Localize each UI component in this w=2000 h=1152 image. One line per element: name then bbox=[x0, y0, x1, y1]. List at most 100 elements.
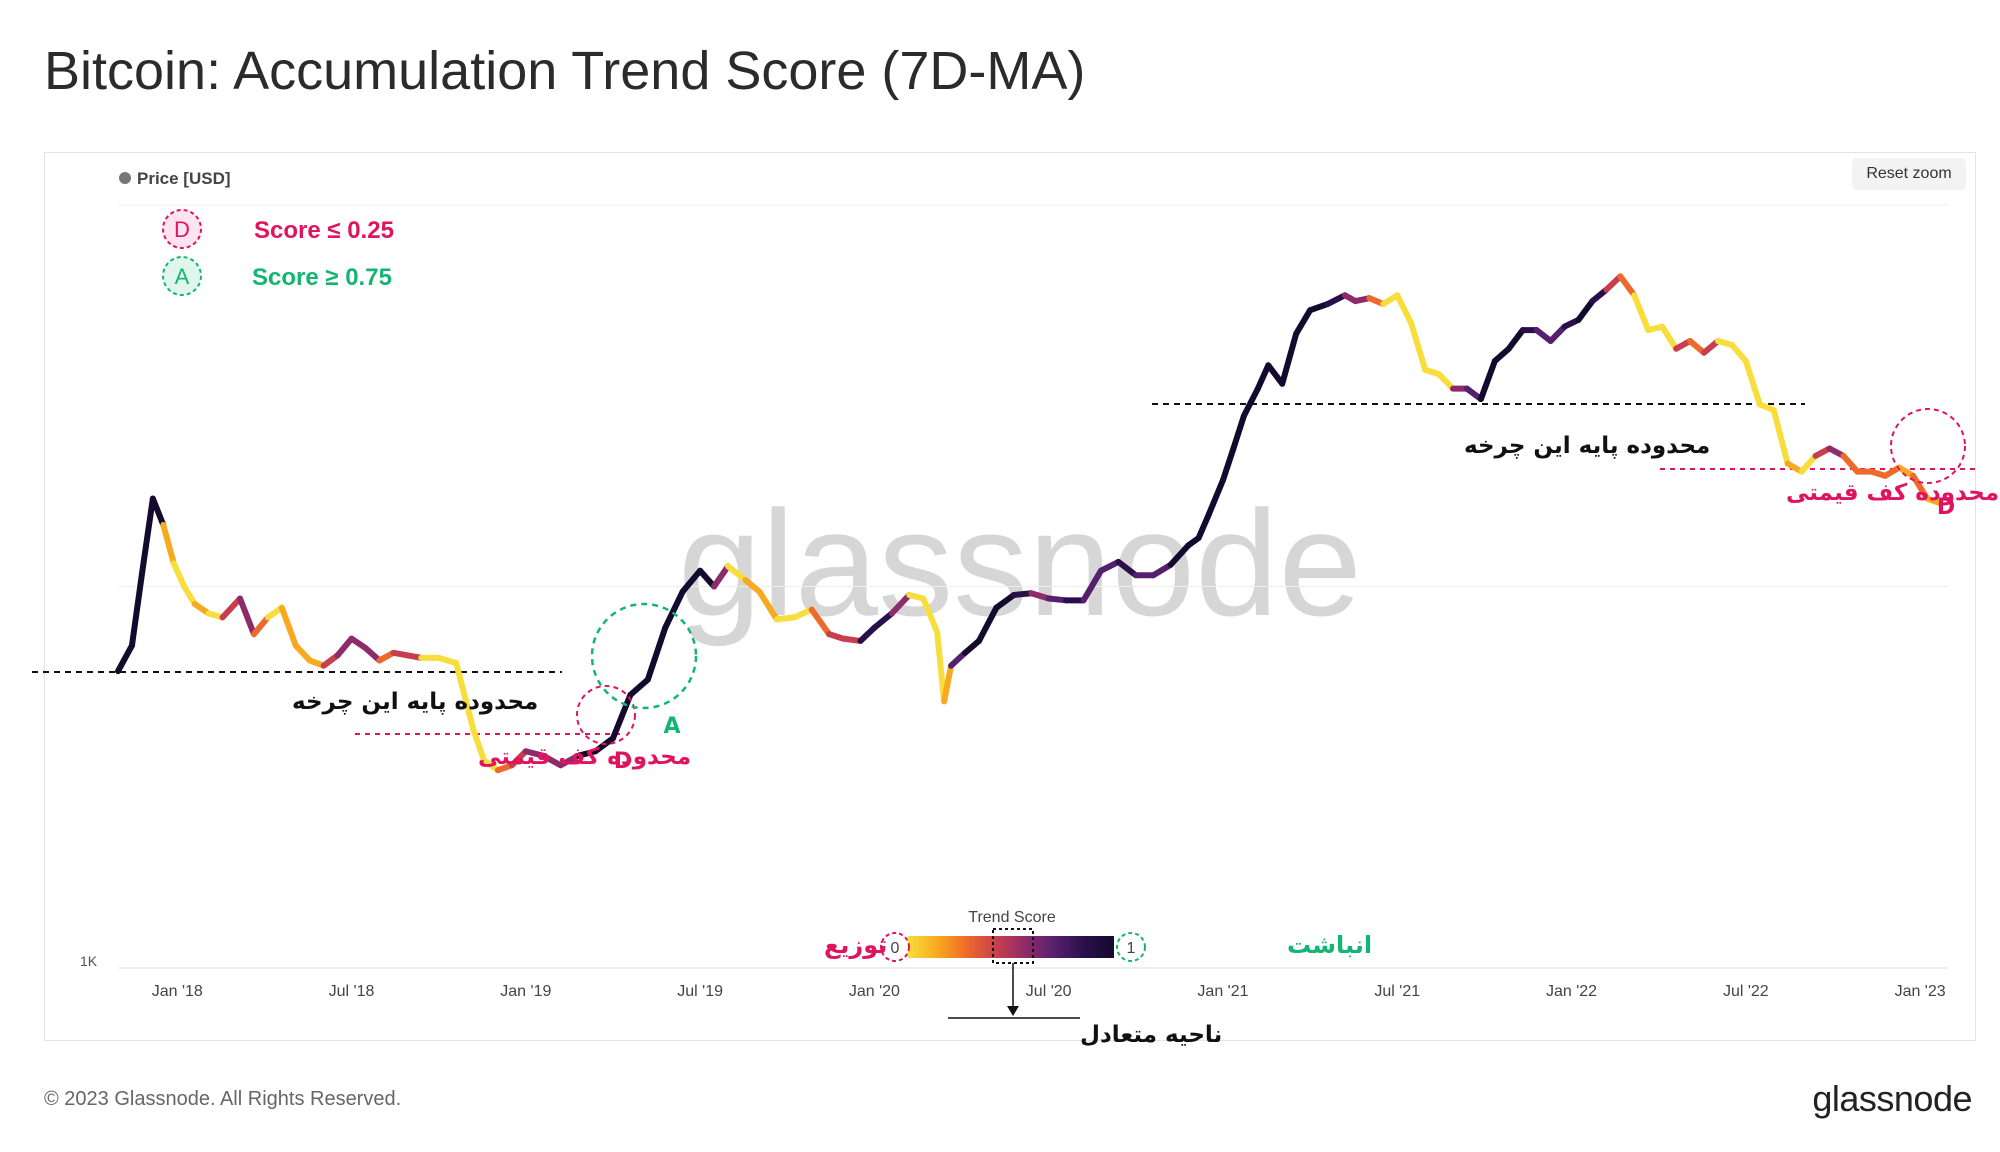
price-segment bbox=[1150, 561, 1174, 579]
price-segment bbox=[1742, 358, 1763, 408]
y-axis: 1K bbox=[80, 953, 98, 969]
price-segment bbox=[278, 604, 299, 649]
distribution-marker-circle-1 bbox=[576, 685, 636, 745]
price-segment bbox=[1659, 323, 1680, 352]
price-segment bbox=[934, 628, 948, 705]
price-segment bbox=[662, 588, 686, 631]
price-segment bbox=[540, 752, 564, 769]
price-segment bbox=[435, 654, 460, 667]
price-segment bbox=[1324, 292, 1348, 308]
price-floor-label-1: محدوده کف قیمتی bbox=[478, 744, 691, 770]
page-title: Bitcoin: Accumulation Trend Score (7D-MA… bbox=[44, 41, 1086, 101]
legend-series-swatch[interactable] bbox=[119, 172, 131, 184]
price-segment bbox=[1701, 338, 1721, 356]
legend-series-label[interactable]: Price [USD] bbox=[137, 169, 231, 188]
x-axis: Jan '18 Jul '18 Jan '19 Jul '19 Jan '20 Jul '… bbox=[152, 983, 1946, 1000]
equilibrium-caption: ناحیه متعادل bbox=[1080, 1022, 1222, 1048]
price-segment bbox=[1910, 472, 1931, 502]
price-segment bbox=[1687, 338, 1707, 356]
x-tick-label: Jan '22 bbox=[1546, 983, 1597, 1000]
price-segment bbox=[522, 748, 547, 759]
legend-a-badge-label: A bbox=[175, 264, 190, 289]
marker-a: A bbox=[663, 714, 680, 739]
price-segment bbox=[1167, 542, 1192, 568]
price-segment bbox=[1230, 412, 1247, 452]
price-segment bbox=[170, 560, 188, 590]
price-segment bbox=[115, 642, 135, 675]
x-tick-label: Jul '20 bbox=[1026, 983, 1072, 1000]
price-segment bbox=[250, 614, 271, 638]
price-segment bbox=[1254, 362, 1272, 392]
price-segment bbox=[857, 624, 878, 644]
price-segment bbox=[1617, 273, 1638, 299]
price-segment bbox=[888, 591, 913, 617]
cycle-base-label-1: محدوده پایه این چرخه bbox=[292, 689, 538, 715]
legend-a-badge bbox=[162, 256, 202, 296]
colorbar-gradient bbox=[908, 936, 1114, 958]
footer-copyright: © 2023 Glassnode. All Rights Reserved. bbox=[44, 1088, 402, 1110]
x-tick-label: Jul '21 bbox=[1374, 983, 1420, 1000]
price-segment bbox=[609, 691, 634, 742]
price-segment bbox=[1436, 371, 1457, 392]
price-segment bbox=[181, 583, 198, 607]
price-segment bbox=[128, 567, 146, 649]
price-segment bbox=[1477, 358, 1498, 403]
price-segment bbox=[219, 595, 243, 621]
x-tick-label: Jul '19 bbox=[677, 983, 723, 1000]
price-segment bbox=[1505, 327, 1526, 352]
price-segment bbox=[1097, 558, 1122, 574]
price-segment bbox=[644, 624, 669, 683]
grid-lines bbox=[118, 204, 1948, 969]
colorbar-min-badge bbox=[880, 932, 910, 962]
marker-d-2: D bbox=[1937, 495, 1955, 520]
price-segment bbox=[1840, 452, 1861, 475]
cycle-base-label-2: محدوده پایه این چرخه bbox=[1464, 433, 1710, 459]
footer-brand-logo: glassnode bbox=[1812, 1078, 1972, 1119]
colorbar-distribution-caption: توزیع bbox=[824, 931, 887, 959]
price-segment bbox=[1206, 477, 1226, 517]
price-segment bbox=[334, 635, 355, 659]
price-series bbox=[115, 273, 1945, 774]
price-segment bbox=[962, 637, 982, 656]
price-segment bbox=[1028, 590, 1052, 602]
price-segment bbox=[1603, 273, 1624, 293]
marker-d-1: D bbox=[614, 749, 632, 774]
price-segment bbox=[1575, 298, 1596, 323]
colorbar-max-label: 1 bbox=[1127, 940, 1136, 957]
price-segment bbox=[1547, 323, 1568, 345]
equilibrium-arrow-head bbox=[1007, 1006, 1019, 1016]
price-segment bbox=[508, 748, 529, 769]
price-segment bbox=[920, 595, 941, 635]
price-segment bbox=[1293, 307, 1314, 337]
price-segment bbox=[362, 644, 383, 664]
price-segment bbox=[1491, 345, 1512, 365]
price-segment bbox=[941, 662, 955, 705]
price-segment bbox=[1195, 510, 1213, 542]
price-segment bbox=[1265, 362, 1286, 387]
chart-panel bbox=[44, 152, 1976, 1041]
legend-a-text: Score ≥ 0.75 bbox=[252, 264, 392, 291]
price-segment bbox=[1240, 385, 1261, 419]
reset-zoom-button[interactable]: Reset zoom bbox=[1852, 158, 1966, 190]
price-segment bbox=[1394, 292, 1415, 327]
price-segment bbox=[948, 649, 969, 669]
price-segment bbox=[139, 495, 156, 574]
x-tick-label: Jul '18 bbox=[329, 983, 375, 1000]
x-tick-label: Jan '21 bbox=[1197, 983, 1248, 1000]
price-segment bbox=[808, 606, 833, 638]
price-segment bbox=[1279, 330, 1300, 387]
price-segment bbox=[1080, 567, 1104, 604]
x-tick-label: Jan '20 bbox=[849, 983, 900, 1000]
price-segment bbox=[292, 642, 313, 664]
x-tick-label: Jan '23 bbox=[1895, 983, 1946, 1000]
x-tick-label: Jul '22 bbox=[1723, 983, 1769, 1000]
legend-d-badge-label: D bbox=[174, 217, 190, 242]
price-segment bbox=[697, 567, 718, 590]
colorbar-min-label: 0 bbox=[891, 940, 900, 957]
distribution-marker-circle-2 bbox=[1890, 408, 1966, 484]
price-segment bbox=[149, 495, 167, 528]
price-segment bbox=[725, 563, 749, 584]
price-segment bbox=[575, 748, 599, 759]
price-segment bbox=[791, 606, 815, 621]
